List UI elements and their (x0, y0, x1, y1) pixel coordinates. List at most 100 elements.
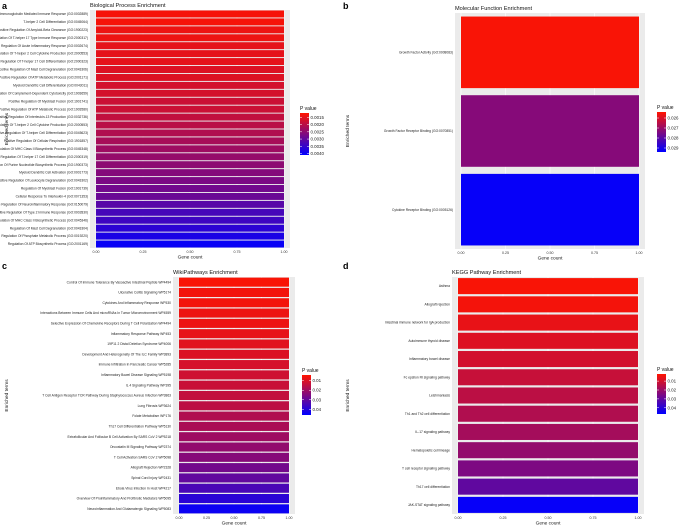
legend-tick-label: 0.01 (313, 378, 322, 383)
bar-14 (96, 121, 284, 129)
bar-25 (96, 208, 284, 216)
y-axis-title: Enriched terms (4, 112, 10, 145)
bar-2 (461, 173, 639, 246)
chart-title: KEGG Pathway Enrichment (452, 270, 521, 276)
bar-1 (458, 296, 638, 313)
x-tick-label: 0.00 (176, 516, 183, 520)
x-tick-label: 0.75 (258, 516, 265, 520)
bar-22 (179, 504, 289, 514)
category-label-1: Allograft rejection (425, 302, 451, 306)
legend-tick-label: 0.02 (668, 388, 677, 393)
bar-20 (96, 169, 284, 177)
bar-10 (458, 460, 638, 477)
legend-title: P value (657, 105, 674, 111)
bar-5 (458, 369, 638, 386)
legend-tick-label: 0.029 (668, 146, 680, 151)
category-label-13: Folate Metabolism WP176 (132, 414, 171, 418)
category-label-17: Positive Regulation Of MHC Class II Bios… (0, 147, 88, 151)
legend-tick-label: 0.04 (668, 405, 677, 410)
legend-tick-label: 0.0040 (311, 151, 325, 156)
bar-19 (96, 161, 284, 169)
x-tick-label: 0.00 (93, 250, 100, 254)
y-axis-title: Enriched terms (345, 379, 351, 412)
category-label-13: Positive Regulation Of Interleukin-13 Pr… (0, 115, 88, 119)
category-label-19: Positive Regulation Of Purine Nucleotide… (0, 163, 88, 167)
category-label-2: Intestinal immune network for IgA produc… (385, 321, 450, 325)
legend-colorbar (657, 112, 666, 152)
category-label-19: Spinal Cord Injury WP2431 (131, 476, 171, 480)
category-label-0: Growth Factor Activity (GO:0008083) (399, 50, 453, 54)
bar-5 (179, 329, 289, 339)
category-label-12: JAK-STAT signaling pathway (408, 503, 450, 507)
bar-28 (96, 232, 284, 240)
bar-3 (179, 308, 289, 318)
bar-1 (461, 95, 639, 167)
category-label-5: Inflammatory Response Pathway WP453 (111, 332, 171, 336)
bar-12 (458, 496, 638, 513)
bar-14 (179, 421, 289, 431)
bar-2 (179, 298, 289, 308)
category-label-9: Myeloid Dendritic Cell Differentiation (… (13, 83, 88, 87)
category-label-14: Th17 Cell Differentiation Pathway WP5130 (109, 425, 172, 429)
bar-9 (458, 442, 638, 459)
bar-11 (458, 478, 638, 495)
bar-12 (96, 105, 284, 113)
x-tick-label: 0.00 (458, 251, 465, 255)
category-label-28: Regulation Of Phosphate Metabolic Proces… (1, 234, 88, 238)
x-tick-label: 1.00 (286, 516, 293, 520)
bar-12 (179, 401, 289, 411)
category-label-23: Cellular Response To Interleukin-4 (GO:0… (16, 195, 88, 199)
y-axis-title: Enriched terms (4, 379, 10, 412)
legend-tick-label: 0.03 (313, 397, 322, 402)
bar-10 (179, 380, 289, 390)
bar-16 (179, 442, 289, 452)
bar-17 (96, 145, 284, 153)
x-tick-label: 1.00 (281, 250, 288, 254)
x-tick-label: 1.00 (636, 251, 643, 255)
category-label-4: Negative Regulation Of Acute Inflammator… (0, 44, 88, 48)
bar-6 (96, 58, 284, 66)
category-label-3: Negative Regulation Of T-helper 17 Type … (0, 36, 88, 40)
bar-9 (96, 81, 284, 89)
bar-27 (96, 224, 284, 232)
chart-panel-d: d KEGG Pathway Enrichment Asthma Allograft … (343, 261, 677, 527)
x-tick-label: 0.25 (140, 250, 147, 254)
legend-tick-label: 0.0035 (311, 144, 325, 149)
bar-22 (96, 185, 284, 192)
x-axis-title: Gene count (536, 521, 561, 527)
category-label-9: Hematopoietic cell lineage (412, 448, 451, 452)
bar-3 (458, 332, 638, 349)
category-label-16: Positive Regulation Of Cellular Respirat… (4, 139, 88, 143)
bar-8 (458, 423, 638, 440)
x-tick-label: 0.75 (591, 251, 598, 255)
panel-letter: c (2, 261, 7, 271)
x-tick-label: 0.25 (203, 516, 210, 520)
category-label-6: Leishmaniasis (429, 394, 450, 398)
x-tick-label: 0.75 (590, 516, 597, 520)
category-label-21: Overview Of Proinflammatory And Profibro… (77, 497, 172, 501)
category-label-22: Neuroinflammation And Glutamatergic Sign… (87, 507, 171, 511)
category-label-0: Control Of Immune Tolerance By Vasoactiv… (67, 280, 171, 284)
bar-9 (179, 370, 289, 380)
category-label-11: Positive Regulation Of Myoblast Fusion (… (8, 99, 88, 103)
bar-11 (96, 97, 284, 105)
category-label-11: Th17 cell differentiation (416, 485, 450, 489)
panel-letter: d (343, 261, 349, 271)
x-tick-label: 0.50 (545, 516, 552, 520)
x-tick-label: 0.50 (231, 516, 238, 520)
legend-tick-label: 0.04 (313, 407, 322, 412)
category-label-20: Myeloid Dendritic Cell Activation (GO:00… (19, 171, 88, 175)
category-label-4: Selective Expression Of Chemokine Recept… (51, 321, 171, 325)
legend-tick-label: 0.0025 (311, 129, 325, 134)
bar-3 (96, 34, 284, 42)
legend-tick-label: 0.027 (668, 126, 680, 131)
category-label-0: Regulation Of Immunoglobulin Mediated Im… (0, 12, 88, 16)
category-label-3: Autoimmune thyroid disease (408, 339, 450, 343)
category-label-8: Positive Regulation Of ATP Metabolic Pro… (0, 76, 88, 80)
category-label-4: Inflammatory bowel disease (409, 357, 450, 361)
legend-colorbar (302, 375, 311, 415)
bar-0 (96, 10, 284, 18)
bar-7 (96, 66, 284, 73)
category-label-12: Lung Fibrosis WP3624 (138, 404, 172, 408)
category-label-6: Positive Regulation Of T-helper 17 Cell … (0, 60, 88, 64)
